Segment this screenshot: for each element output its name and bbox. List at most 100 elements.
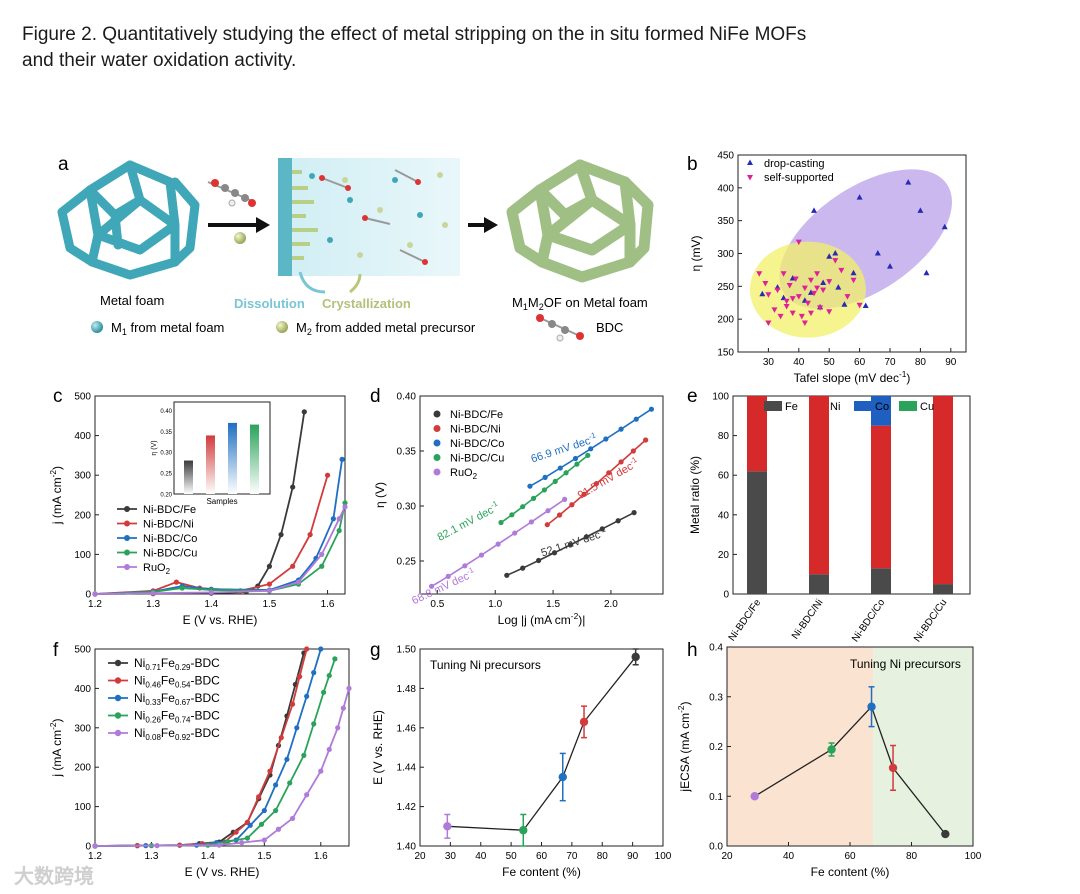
x-tick-label: 80: [915, 357, 927, 368]
marker-Ni0.08Fe0.92-BDC: [92, 843, 98, 849]
legend-label-Ni: Ni: [830, 401, 840, 413]
data-point: [827, 745, 836, 754]
y-tick-label: 500: [74, 645, 91, 656]
bar-segment-Fe: [809, 574, 829, 594]
category-label: Ni-BDC/Cu: [912, 597, 949, 644]
legend-label-Ni-BDC/Cu: Ni-BDC/Cu: [450, 453, 504, 465]
x-tick-label: 50: [506, 851, 518, 862]
tafel-point-RuO2: [462, 563, 468, 569]
legend-label-Ni-BDC/Ni: Ni-BDC/Ni: [143, 519, 194, 531]
scatter-point-self-supported: [765, 292, 772, 298]
y-tick-label: 0.35: [397, 447, 417, 458]
dissolution-label: Dissolution: [234, 296, 305, 311]
scatter-point-self-supported: [817, 305, 824, 311]
legend-marker-Ni-BDC/Co: [124, 535, 130, 541]
mof-on-foam-structure: [506, 159, 654, 283]
x-axis-label: E (V vs. RHE): [185, 865, 260, 879]
panel-h-letter: h: [687, 640, 698, 661]
category-label: Ni-BDC/Ni: [790, 597, 825, 641]
scatter-point-self-supported: [762, 281, 769, 287]
scatter-point-self-supported: [756, 271, 763, 277]
y-tick-label: 100: [712, 392, 729, 403]
legend-label-part: 0.29: [175, 663, 191, 672]
plot-frame: [419, 395, 664, 595]
scatter-point-self-supported: [795, 239, 802, 246]
legend-label-Ni-BDC/Co: Ni-BDC/Co: [450, 438, 504, 450]
y-axis-label: η (mV): [689, 235, 703, 271]
x-tick-label: 40: [783, 851, 795, 862]
y-axis-label: jECSA (mA cm-2): [676, 701, 692, 792]
legend-label-part: -BDC: [191, 674, 221, 688]
y-tick-label: 0.4: [709, 643, 723, 654]
x-tick-label: 20: [721, 851, 733, 862]
marker-Ni-BDC/Cu: [319, 563, 325, 569]
tafel-point-RuO2: [545, 508, 551, 514]
scatter-point-self-supported: [807, 277, 814, 284]
panel-f-letter: f: [53, 640, 59, 661]
marker-Ni0.33Fe0.67-BDC: [318, 646, 324, 652]
caption-line-1: Figure 2. Quantitatively studying the ef…: [22, 24, 807, 45]
legend-label-self-supported: self-supported: [764, 172, 834, 184]
m1-legend-dot: [91, 321, 103, 333]
marker-Ni-BDC/Cu: [342, 500, 348, 506]
x-axis-label: Fe content (%): [502, 865, 581, 879]
y-axis-label-part: j (mA cm: [50, 730, 64, 778]
marker-Ni0.08Fe0.92-BDC: [340, 705, 346, 711]
scatter-point-self-supported: [832, 258, 839, 264]
marker-Ni-BDC/Cu: [336, 528, 342, 534]
legend-marker-Ni-BDC/Fe: [433, 410, 441, 418]
bar-segment-Ni: [871, 425, 891, 569]
tafel-label-Ni-BDC/Co: 66.9 mV dec-1: [529, 431, 599, 466]
x-tick-label: 40: [475, 851, 487, 862]
x-axis-label: Log |j (mA cm-2)|: [498, 611, 586, 627]
bdc-legend-label: BDC: [596, 320, 623, 335]
marker-Ni0.46Fe0.54-BDC: [304, 646, 310, 652]
marker-Ni0.08Fe0.92-BDC: [326, 746, 332, 753]
bar-segment-Fe: [933, 584, 953, 594]
marker-Ni0.26Fe0.74-BDC: [326, 672, 332, 679]
scatter-point-self-supported: [814, 285, 821, 292]
curve-RuO2: [94, 506, 346, 595]
tafel-label-Ni-BDC/Fe-part: 52.1 mV dec: [540, 529, 603, 560]
marker-Ni0.26Fe0.74-BDC: [258, 821, 265, 827]
tafel-point-Ni-BDC/Fe: [504, 572, 510, 578]
legend-label-part: Fe: [161, 656, 175, 670]
legend-swatch-Cu: [899, 401, 917, 411]
y-tick-label: 0.30: [397, 502, 417, 513]
tafel-point-Ni-BDC/Ni: [643, 437, 649, 443]
scatter-point-self-supported: [856, 302, 863, 309]
tafel-point-Ni-BDC/Fe: [599, 526, 605, 532]
legend-label-Ni-BDC/Fe: Ni-BDC/Fe: [450, 409, 503, 421]
legend-label-sub: 2: [166, 567, 171, 576]
y-tick-label: 60: [718, 471, 730, 482]
tafel-point-Ni-BDC/Fe: [583, 534, 589, 540]
panel-b-chart: 30 40 50 60 70 80 90 150 200 250 300 350 400 450 Tafel…: [689, 151, 967, 385]
scatter-point-drop-casting: [905, 179, 912, 185]
tafel-point-RuO2: [445, 573, 451, 579]
plot-frame: [94, 648, 350, 847]
tafel-label-Ni-BDC/Ni-sup: -1: [628, 455, 638, 466]
y-axis-label: j (mA cm-2): [48, 466, 64, 525]
tafel-point-Ni-BDC/Fe: [551, 550, 558, 556]
tafel-point-Ni-BDC/Co: [648, 406, 655, 412]
y-tick-label: 200: [74, 763, 91, 774]
data-point: [443, 822, 452, 831]
inset-y-tick-label: 0.20: [160, 493, 172, 499]
tafel-point-Ni-BDC/Fe: [520, 565, 526, 571]
bar-segment-Ni: [809, 396, 829, 575]
data-point: [888, 763, 898, 773]
x-tick-label: 100: [965, 851, 982, 862]
marker-Ni0.33Fe0.67-BDC: [284, 756, 290, 762]
reaction-schematic: Dissolution Crystallization: [234, 158, 460, 311]
inset-bar: [250, 424, 259, 494]
marker-RuO2: [150, 590, 156, 596]
scatter-point-self-supported: [783, 304, 790, 310]
legend-marker-Ni-BDC/Cu: [124, 549, 130, 556]
x-tick-label: 1.5: [257, 851, 271, 862]
y-tick-label: 400: [74, 684, 91, 695]
data-point: [519, 826, 528, 835]
tafel-point-RuO2: [528, 519, 534, 525]
legend-label-part: 0.46: [145, 681, 161, 690]
y-tick-label: 400: [717, 183, 734, 194]
marker-Ni0.08Fe0.92-BDC: [289, 815, 296, 822]
